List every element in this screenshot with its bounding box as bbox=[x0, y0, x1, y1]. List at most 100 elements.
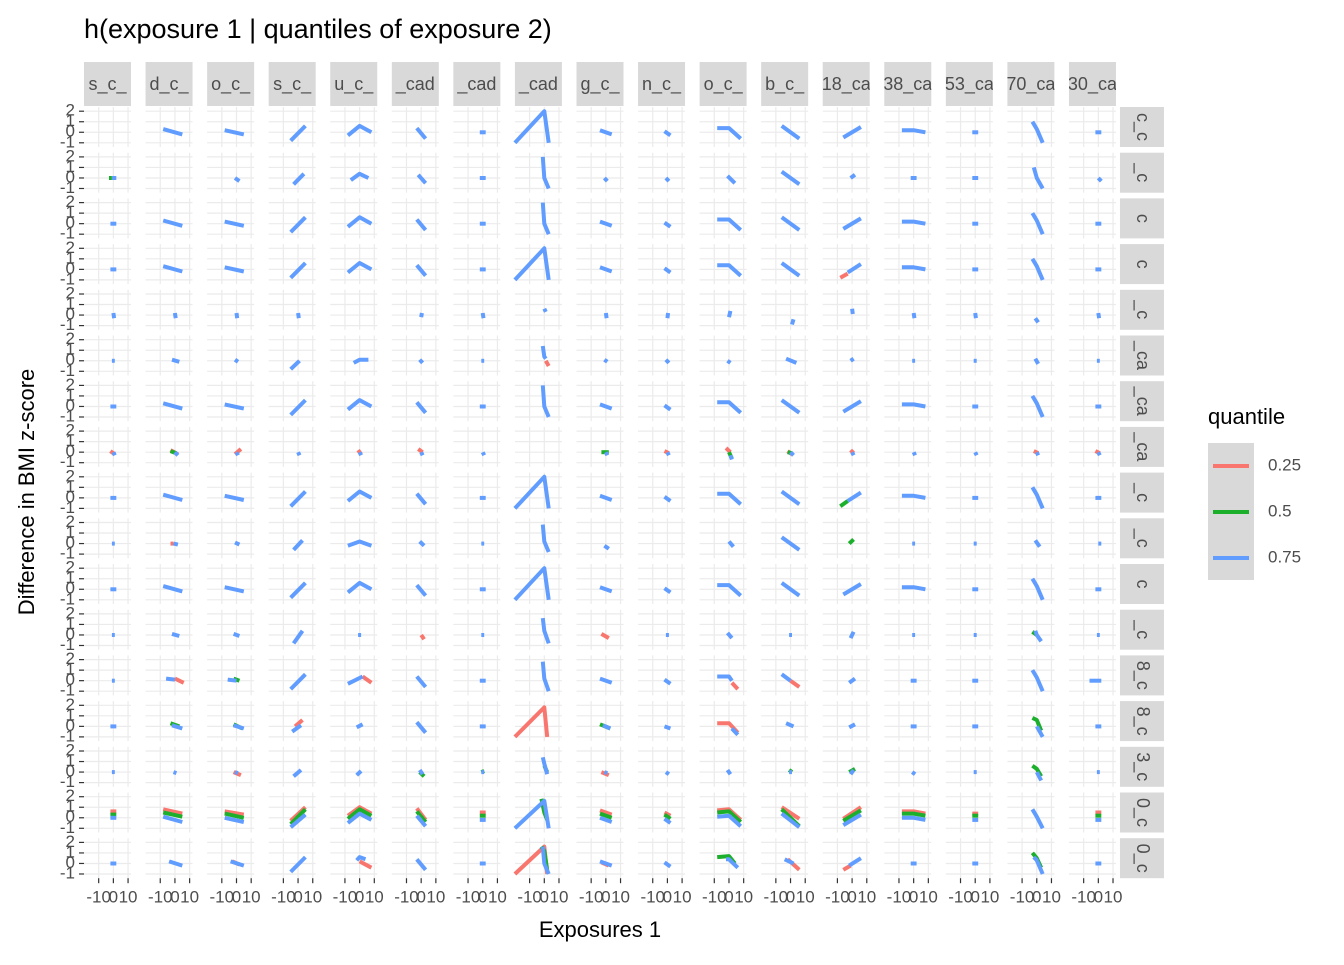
y-tick-label: 1 bbox=[66, 797, 75, 816]
y-tick-label: -1 bbox=[60, 772, 75, 791]
quantile-line bbox=[289, 215, 307, 234]
quantile-line bbox=[901, 809, 926, 816]
quantile-line bbox=[171, 723, 183, 731]
row-strip: 8_c bbox=[1132, 661, 1153, 690]
strip-background bbox=[145, 62, 193, 106]
legend-label: 0.5 bbox=[1268, 501, 1292, 520]
x-tick-label: 10 bbox=[426, 888, 445, 907]
quantile-line bbox=[1030, 120, 1045, 144]
quantile-line bbox=[1032, 855, 1045, 875]
quantile-line bbox=[419, 633, 426, 641]
strip-background bbox=[1119, 198, 1164, 239]
row-strip: _c bbox=[1132, 482, 1153, 502]
quantile-line bbox=[717, 813, 743, 828]
quantile-line bbox=[289, 581, 307, 600]
quantile-line bbox=[415, 858, 428, 872]
row-strip: 0_c bbox=[1132, 844, 1153, 873]
strip-background bbox=[330, 62, 378, 106]
quantile-line bbox=[544, 359, 551, 367]
quantile-line bbox=[162, 492, 183, 502]
row-strip: _ca bbox=[1132, 340, 1153, 371]
quantile-line bbox=[663, 812, 672, 821]
quantile-line bbox=[663, 817, 672, 825]
y-tick-label: 1 bbox=[66, 340, 75, 359]
quantile-line bbox=[599, 815, 613, 824]
quantile-line bbox=[513, 798, 551, 830]
y-tick-label: -1 bbox=[60, 132, 75, 151]
quantile-line bbox=[663, 266, 672, 275]
x-tick-label: -10 bbox=[702, 888, 727, 907]
column-strip-label: b_c_ bbox=[765, 74, 805, 95]
x-tick-label: 0 bbox=[970, 888, 979, 907]
quantile-line bbox=[415, 218, 428, 232]
quantile-line bbox=[789, 450, 795, 457]
quantile-line bbox=[224, 219, 245, 228]
quantile-line bbox=[415, 720, 428, 734]
quantile-line bbox=[901, 811, 926, 818]
x-tick-label: 0 bbox=[293, 888, 302, 907]
strip-background bbox=[1119, 564, 1164, 604]
quantile-line bbox=[234, 451, 240, 457]
quantile-line bbox=[234, 540, 241, 547]
quantile-line bbox=[162, 401, 183, 411]
quantile-line bbox=[418, 768, 425, 776]
quantile-line bbox=[901, 265, 926, 272]
y-tick-label: 0 bbox=[66, 762, 75, 781]
row-strip: _c bbox=[1132, 528, 1153, 548]
quantile-line bbox=[162, 810, 183, 819]
row-strip: _c bbox=[1132, 619, 1153, 639]
quantile-line bbox=[664, 176, 671, 183]
quantile-line bbox=[224, 815, 245, 824]
quantile-line bbox=[418, 358, 425, 365]
quantile-line bbox=[1030, 212, 1045, 235]
quantile-line bbox=[296, 451, 302, 457]
quantile-line bbox=[162, 127, 183, 137]
x-tick-label: 0 bbox=[1094, 888, 1103, 907]
strip-background bbox=[1119, 426, 1164, 467]
y-tick-label: 0 bbox=[66, 122, 75, 141]
quantile-line bbox=[229, 859, 245, 868]
quantile-line bbox=[358, 859, 373, 870]
x-tick-label: -10 bbox=[1071, 888, 1096, 907]
y-tick-label: -1 bbox=[60, 361, 75, 380]
column-strip-label: _cad bbox=[518, 74, 558, 95]
row-strip-label: _ca bbox=[1132, 431, 1153, 462]
quantile-line bbox=[911, 770, 917, 776]
x-tick-label: 10 bbox=[857, 888, 876, 907]
quantile-line bbox=[842, 216, 862, 231]
quantile-line bbox=[291, 629, 305, 645]
quantile-line bbox=[663, 724, 672, 731]
quantile-line bbox=[162, 584, 183, 594]
strip-background bbox=[1119, 838, 1164, 879]
x-tick-label: -10 bbox=[1010, 888, 1035, 907]
y-tick-label: 1 bbox=[66, 523, 75, 542]
quantile-line bbox=[728, 454, 734, 461]
x-tick-label: -10 bbox=[271, 888, 296, 907]
quantile-line bbox=[1034, 451, 1041, 457]
strip-background bbox=[1119, 655, 1164, 696]
quantile-line bbox=[289, 490, 307, 508]
quantile-line bbox=[603, 358, 609, 364]
quantile-line bbox=[603, 544, 610, 551]
quantile-line bbox=[415, 263, 428, 277]
quantile-line bbox=[780, 215, 801, 232]
quantile-line bbox=[289, 813, 307, 829]
quantile-line bbox=[790, 318, 796, 326]
y-tick-label: -1 bbox=[60, 589, 75, 608]
y-tick-label: -1 bbox=[60, 406, 75, 425]
row-strip-label: _c bbox=[1132, 299, 1153, 319]
quantile-line bbox=[717, 674, 734, 682]
quantile-line bbox=[602, 723, 612, 731]
strip-background bbox=[1007, 62, 1055, 106]
strip-background bbox=[391, 62, 439, 106]
quantile-line bbox=[513, 474, 551, 510]
quantile-line bbox=[172, 770, 178, 775]
quantile-line bbox=[663, 677, 672, 686]
quantile-line bbox=[664, 358, 671, 365]
row-strip: _c bbox=[1132, 162, 1153, 182]
quantile-line bbox=[234, 312, 240, 319]
row-strip: c bbox=[1133, 260, 1153, 269]
x-tick-label: 10 bbox=[919, 888, 938, 907]
quantile-line bbox=[415, 810, 428, 824]
quantile-line bbox=[289, 359, 301, 371]
